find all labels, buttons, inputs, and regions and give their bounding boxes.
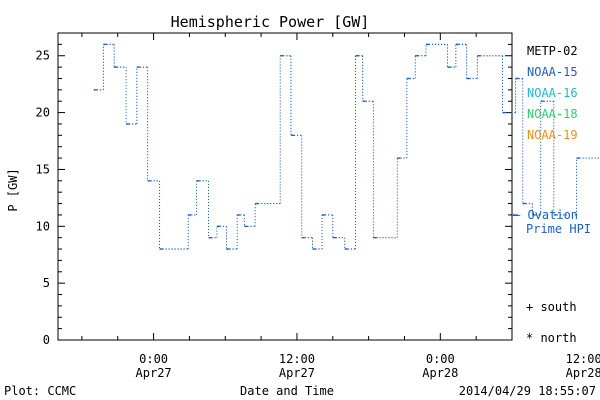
x-axis-label: Date and Time [240, 384, 334, 398]
footer-timestamp: 2014/04/29 18:55:07 [459, 384, 596, 398]
y-tick-label: 10 [36, 219, 50, 233]
y-axis-label: P [GW] [6, 168, 20, 211]
x-tick-label-time: 12:00 [566, 352, 600, 366]
ovation-label-line1: — Ovation [513, 208, 578, 222]
chart-title: Hemispheric Power [GW] [171, 13, 370, 31]
legend-item: METP-02 [527, 44, 578, 58]
footer-plot-credit: Plot: CCMC [4, 384, 76, 398]
plot-area [57, 32, 513, 341]
ovation-label-line2: Prime HPI [526, 222, 591, 236]
plot-frame [57, 32, 513, 341]
x-tick-label-time: 12:00 [279, 352, 315, 366]
x-tick-label-time: 0:00 [426, 352, 455, 366]
x-axis: 0:00Apr2712:00Apr270:00Apr2812:00Apr280:… [81, 33, 600, 380]
y-axis: 0 5 10 15 20 25 [36, 32, 512, 347]
legend-item: NOAA-15 [527, 65, 578, 79]
y-tick-label: 5 [43, 276, 50, 290]
x-tick-label-time: 0:00 [139, 352, 168, 366]
x-tick-label-date: Apr27 [136, 366, 172, 380]
x-tick-label-date: Apr28 [566, 366, 600, 380]
series-layer [93, 43, 600, 250]
south-marker-label: + south [526, 300, 577, 314]
y-tick-label: 25 [36, 49, 50, 63]
x-tick-label-date: Apr28 [422, 366, 458, 380]
y-tick-label: 15 [36, 162, 50, 176]
legend-item: NOAA-16 [527, 86, 578, 100]
north-marker-label: * north [526, 331, 577, 345]
legend-item: NOAA-19 [527, 128, 578, 142]
legend: METP-02 NOAA-15 NOAA-16 NOAA-18 NOAA-19 [527, 44, 578, 142]
x-tick-label-date: Apr27 [279, 366, 315, 380]
legend-item: NOAA-18 [527, 107, 578, 121]
y-tick-label: 0 [43, 333, 50, 347]
y-tick-label: 20 [36, 106, 50, 120]
